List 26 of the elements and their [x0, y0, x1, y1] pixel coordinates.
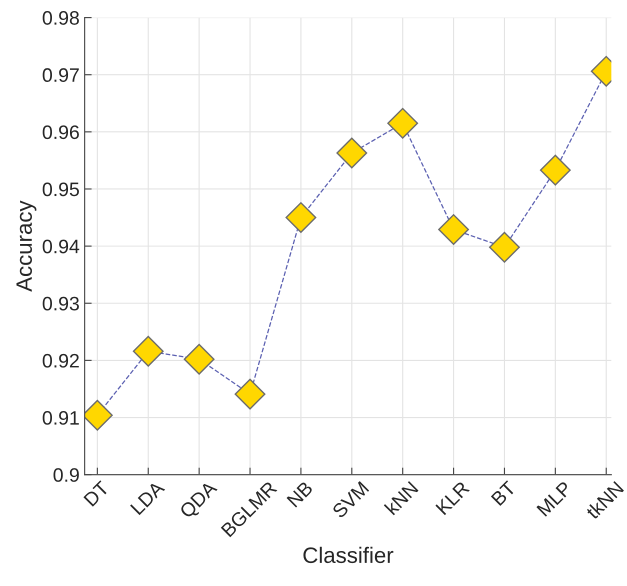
- point: [438, 214, 469, 245]
- point: [336, 138, 368, 168]
- x-tick-label: LDA: [130, 480, 166, 516]
- x-tick-label: DT: [83, 480, 110, 507]
- x-tick-label: NB: [286, 480, 314, 508]
- x-tick-label: QDA: [178, 480, 220, 522]
- y-tick-label: 0.96: [42, 125, 79, 140]
- y-tick-label: 0.9: [54, 468, 79, 482]
- point: [132, 336, 164, 367]
- x-tick-label: BT: [490, 480, 516, 506]
- x-axis-title: Classifier: [303, 546, 394, 564]
- y-tick-label: 0.93: [42, 296, 79, 310]
- point: [540, 154, 571, 186]
- y-tick-label: 0.95: [42, 182, 79, 196]
- y-tick-label: 0.97: [42, 68, 79, 82]
- y-tick-label: 0.94: [42, 240, 80, 254]
- y-tick-label: 0.92: [42, 354, 79, 368]
- point: [285, 202, 316, 233]
- x-tick-label: KLR: [435, 480, 470, 516]
- y-axis-title: Accuracy: [16, 200, 36, 292]
- point: [489, 232, 520, 263]
- point: [234, 378, 266, 410]
- y-tick-label: 0.91: [42, 410, 79, 425]
- point: [387, 108, 418, 139]
- y-tick-label: 0.98: [42, 11, 79, 25]
- point: [184, 344, 215, 375]
